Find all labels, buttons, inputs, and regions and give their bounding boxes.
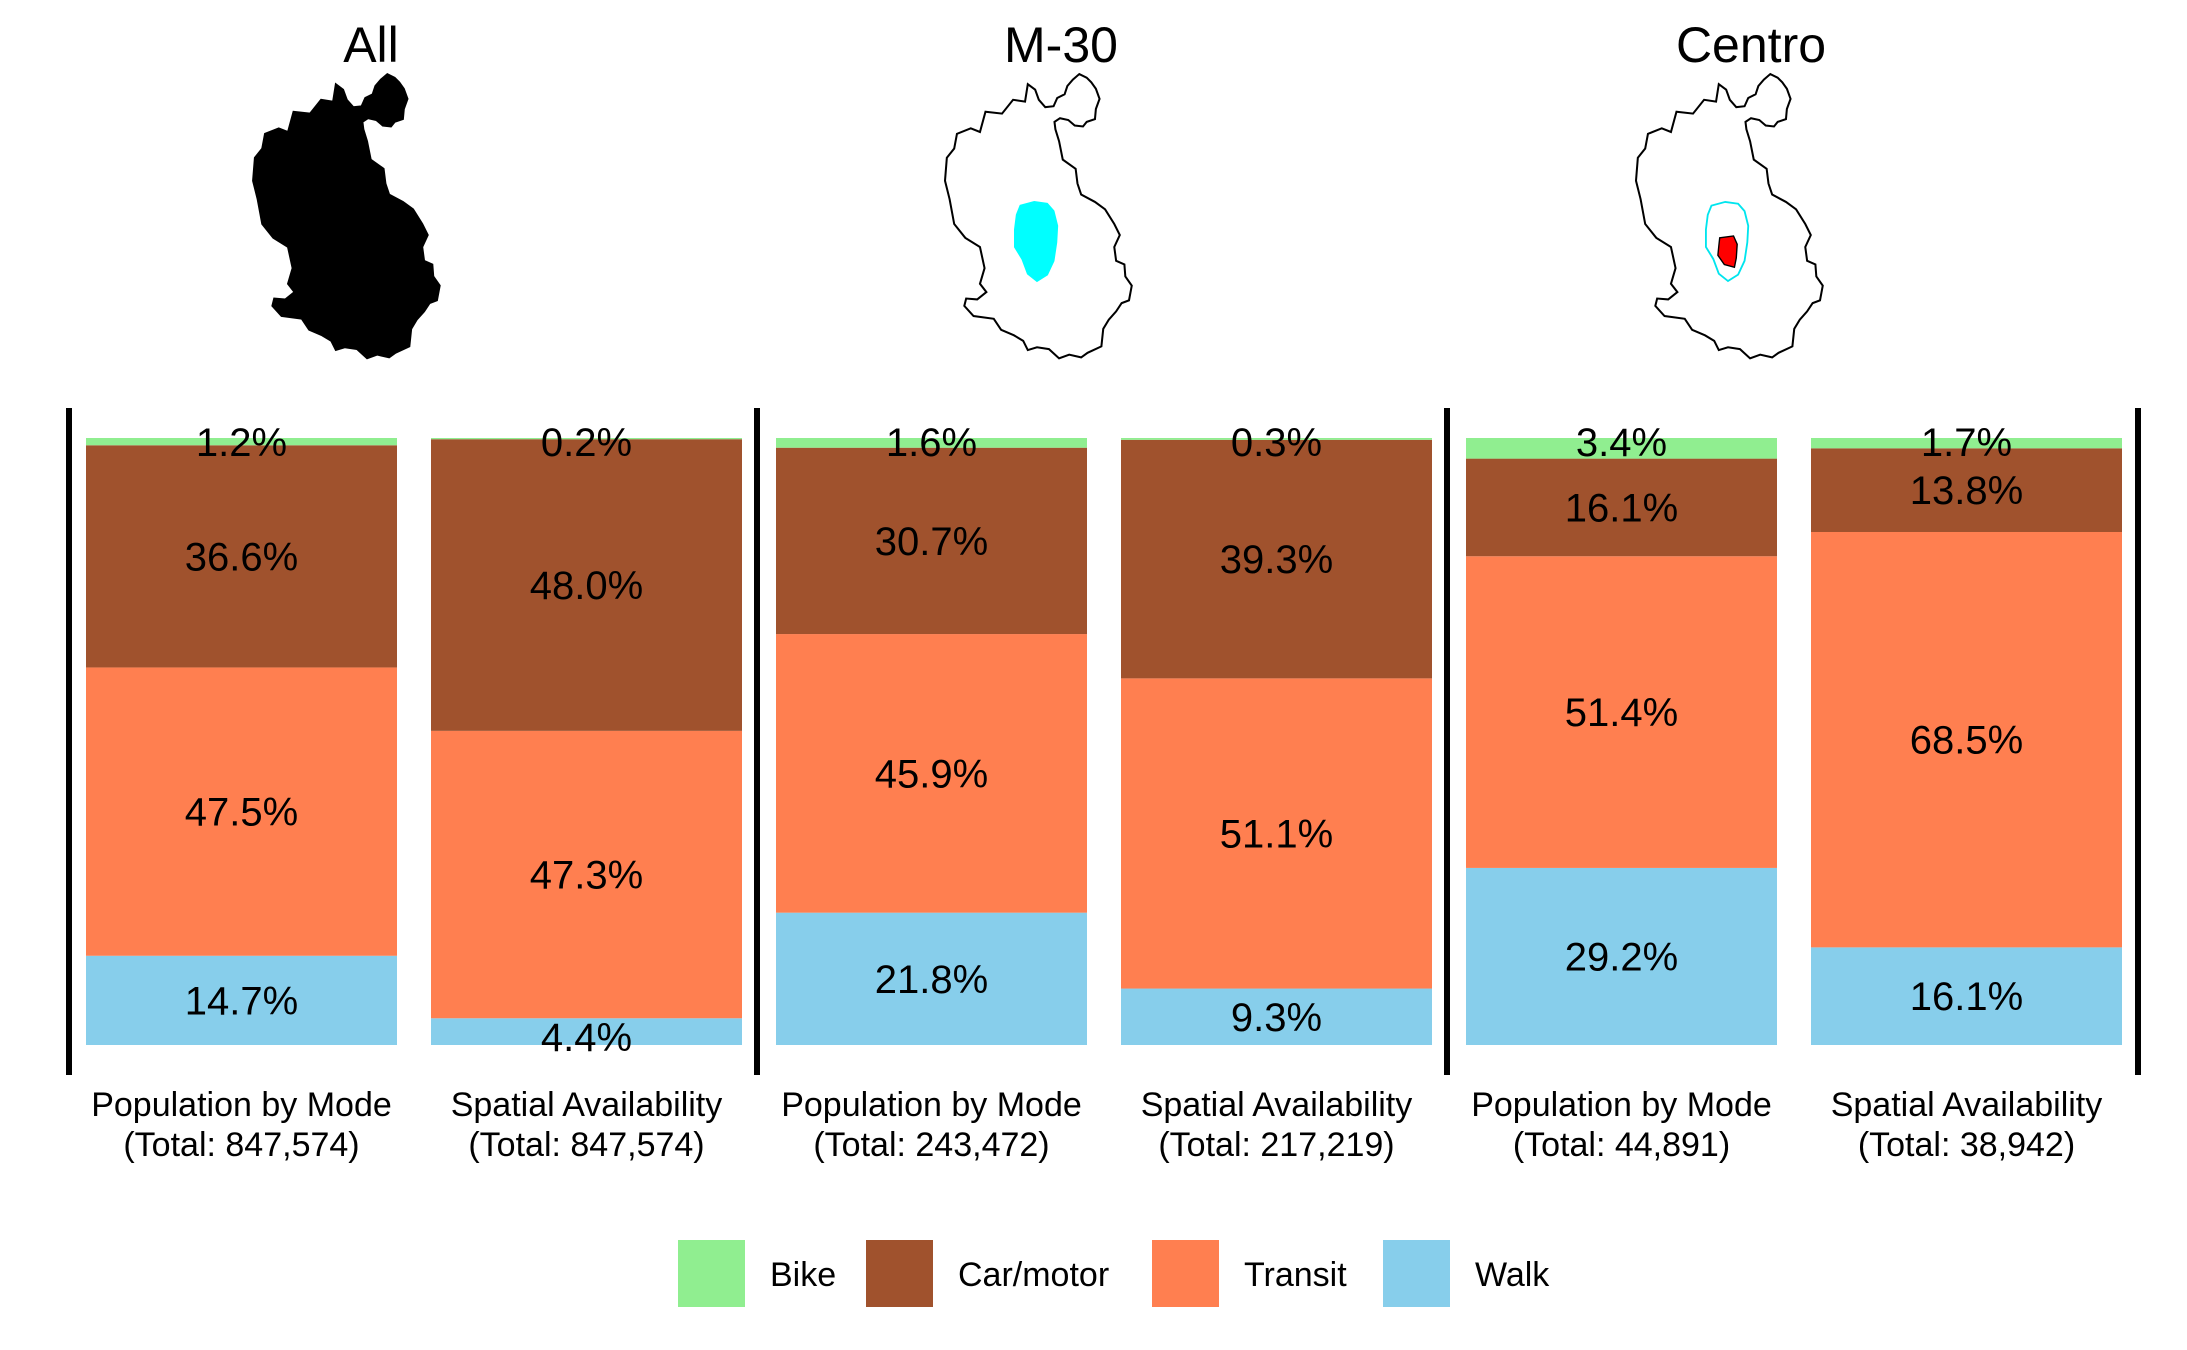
data-label: 30.7%: [875, 520, 988, 564]
panel-title-0: All: [343, 17, 399, 73]
legend-label: Bike: [770, 1256, 836, 1294]
legend-label: Car/motor: [958, 1256, 1109, 1294]
data-label: 29.2%: [1565, 935, 1678, 979]
bar-segment-walk: [1811, 947, 2122, 1045]
bar-segment-carmotor: [1121, 439, 1432, 679]
data-label: 1.6%: [886, 421, 977, 465]
x-tick-label: Population by Mode: [91, 1086, 392, 1124]
data-label: 13.8%: [1910, 469, 2023, 513]
madrid-outline-filled: [252, 72, 441, 360]
bar-segment-bike: [776, 438, 1087, 448]
legend-swatch-bike: [678, 1240, 745, 1307]
data-label: 21.8%: [875, 958, 988, 1002]
bar-segment-bike: [1811, 438, 2122, 449]
data-label: 0.2%: [541, 421, 632, 465]
panel-separator: [754, 408, 760, 1075]
x-tick-total: (Total: 243,472): [813, 1126, 1049, 1164]
data-label: 9.3%: [1231, 996, 1322, 1040]
panel-title-2: Centro: [1676, 17, 1826, 73]
legend-swatch-carmotor: [866, 1240, 933, 1307]
data-label: 51.1%: [1220, 812, 1333, 856]
m30-area: [1014, 200, 1059, 283]
bar-segment-bike: [1121, 438, 1432, 440]
bar-segment-transit: [431, 730, 742, 1019]
data-label: 68.5%: [1910, 719, 2023, 763]
x-tick-label: Spatial Availability: [1831, 1086, 2103, 1124]
x-tick-total: (Total: 847,574): [123, 1126, 359, 1164]
bar-segment-bike: [86, 438, 397, 446]
legend-swatch-transit: [1152, 1240, 1219, 1307]
bar-segment-transit: [1121, 678, 1432, 989]
data-label: 51.4%: [1565, 691, 1678, 735]
bar-segment-carmotor: [431, 439, 742, 731]
data-label: 48.0%: [530, 564, 643, 608]
bar-area: 14.7%47.5%36.6%1.2%Population by Mode(To…: [66, 408, 2141, 1164]
panel-separator: [66, 408, 72, 1075]
madrid-map-centro: [1634, 72, 1824, 360]
data-label: 47.3%: [530, 854, 643, 898]
madrid-outline: [1634, 72, 1824, 360]
x-tick-total: (Total: 44,891): [1513, 1126, 1730, 1164]
bar-segment-walk: [431, 1018, 742, 1045]
panel-separator: [2135, 408, 2141, 1075]
x-tick-label: Spatial Availability: [1141, 1086, 1413, 1124]
x-tick-total: (Total: 38,942): [1858, 1126, 2075, 1164]
legend: Bike Car/motor Transit Walk: [678, 1240, 1550, 1307]
data-label: 16.1%: [1565, 486, 1678, 530]
data-label: 3.4%: [1576, 421, 1667, 465]
x-tick-label: Spatial Availability: [451, 1086, 723, 1124]
data-label: 36.6%: [185, 535, 298, 579]
data-label: 0.3%: [1231, 421, 1322, 465]
m30-outline: [1705, 200, 1750, 283]
bar-segment-carmotor: [776, 447, 1087, 635]
bar-segment-carmotor: [1811, 448, 2122, 532]
data-label: 16.1%: [1910, 975, 2023, 1019]
bar-segment-transit: [86, 667, 397, 956]
map-insets: All M-30 Centro: [252, 17, 1826, 360]
bar-segment-bike: [431, 438, 742, 440]
x-tick-total: (Total: 847,574): [468, 1126, 704, 1164]
data-label: 45.9%: [875, 752, 988, 796]
data-label: 14.7%: [185, 979, 298, 1023]
bar-segment-bike: [1466, 438, 1777, 459]
panel-title-1: M-30: [1004, 17, 1118, 73]
x-tick-label: Population by Mode: [781, 1086, 1082, 1124]
legend-label: Walk: [1475, 1256, 1550, 1294]
madrid-map-m30: [943, 72, 1133, 360]
bar-segment-walk: [776, 912, 1087, 1045]
bar-segment-walk: [86, 955, 397, 1045]
centro-area: [1717, 235, 1738, 269]
bar-segment-walk: [1121, 988, 1432, 1045]
data-label: 1.7%: [1921, 421, 2012, 465]
data-label: 1.2%: [196, 421, 287, 465]
data-label: 47.5%: [185, 791, 298, 835]
x-tick-total: (Total: 217,219): [1158, 1126, 1394, 1164]
panel-separator: [1444, 408, 1450, 1075]
data-label: 39.3%: [1220, 538, 1333, 582]
bar-segment-carmotor: [1466, 458, 1777, 557]
madrid-map-all: [252, 72, 441, 360]
legend-label: Transit: [1244, 1256, 1347, 1294]
bar-segment-walk: [1466, 867, 1777, 1045]
data-label: 4.4%: [541, 1016, 632, 1060]
x-tick-label: Population by Mode: [1471, 1086, 1772, 1124]
madrid-outline: [943, 72, 1133, 360]
bar-segment-transit: [776, 634, 1087, 913]
legend-swatch-walk: [1383, 1240, 1450, 1307]
bar-segment-carmotor: [86, 445, 397, 668]
bar-segment-transit: [1466, 556, 1777, 868]
bar-segment-transit: [1811, 531, 2122, 948]
